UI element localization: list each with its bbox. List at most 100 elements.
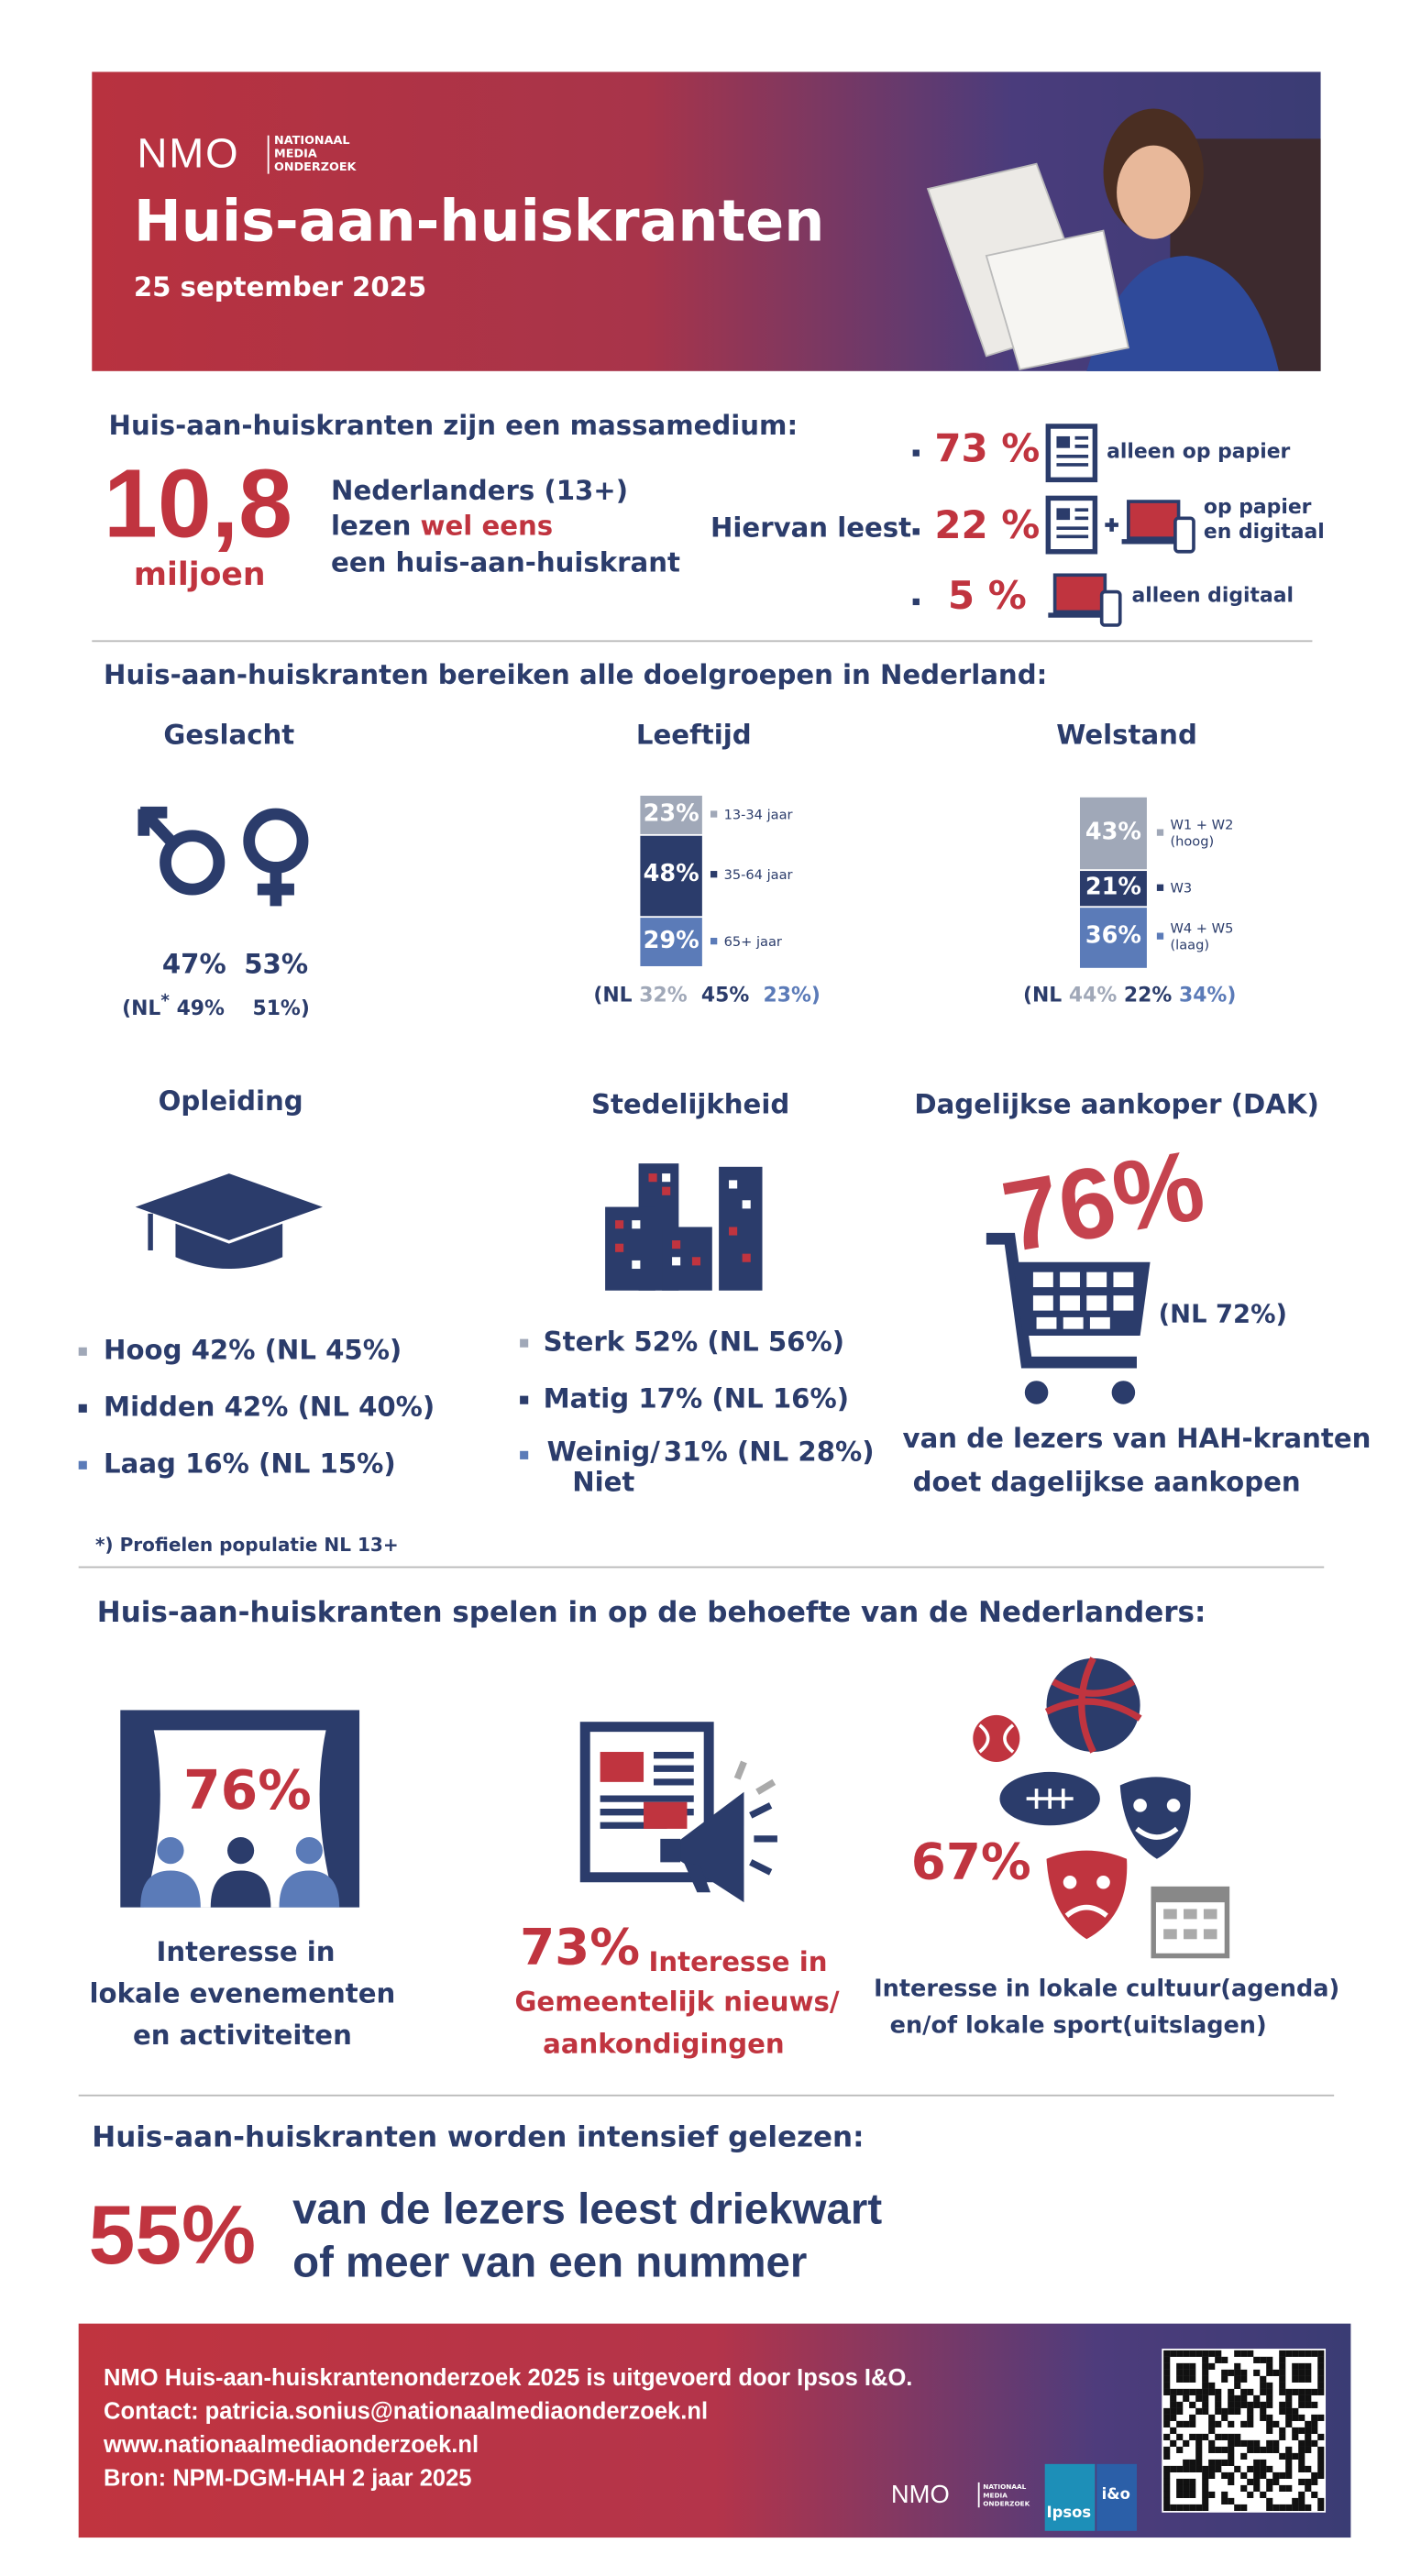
qr-module (1272, 2420, 1280, 2427)
qr-module (1202, 2433, 1209, 2440)
qr-module (1183, 2465, 1190, 2472)
qr-module (1176, 2369, 1184, 2376)
qr-module (1215, 2350, 1222, 2357)
qr-module (1202, 2407, 1209, 2415)
icon-shape (1052, 573, 1107, 614)
qr-module (1240, 2401, 1248, 2408)
qr-module (1234, 2439, 1241, 2447)
icon-shape (973, 1714, 1020, 1762)
qr-module (1272, 2478, 1280, 2485)
icon-shape (1096, 1875, 1110, 1889)
qr-module (1195, 2504, 1203, 2512)
qr-module (1279, 2452, 1286, 2460)
icon-shape (672, 1240, 681, 1249)
news-line: aankondigingen (543, 2027, 785, 2060)
footer-logo: NMO (890, 2481, 950, 2510)
qr-module (1298, 2414, 1305, 2421)
qr-module (1234, 2369, 1241, 2376)
qr-module (1260, 2465, 1267, 2472)
qr-module (1234, 2382, 1241, 2389)
qr-module (1260, 2491, 1267, 2499)
qr-module (1176, 2504, 1184, 2512)
qr-module (1215, 2433, 1222, 2440)
urban-label: Weinig/ Niet (546, 1436, 660, 1498)
legend-swatch (710, 938, 718, 945)
nl-value: 23%) (763, 983, 821, 1007)
icon-shape (662, 1173, 671, 1183)
qr-module (1298, 2369, 1305, 2376)
reach-line: lezen wel eens (331, 510, 553, 542)
header-photo (926, 108, 1321, 371)
qr-module (1279, 2382, 1286, 2389)
segment-label: 43% (1085, 819, 1141, 846)
events-line: Interesse in (156, 1935, 336, 1968)
qr-module (1228, 2446, 1235, 2453)
icon-shape (742, 1200, 751, 1209)
nl-prefix: (NL (1022, 983, 1063, 1007)
reach-unit: miljoen (133, 556, 266, 594)
icon-shape (1032, 1271, 1134, 1329)
qr-module (1260, 2446, 1267, 2453)
stack-segment (640, 795, 702, 834)
icon-shape (677, 1791, 744, 1903)
qr-module (1317, 2504, 1325, 2512)
partner-logo (1044, 2463, 1096, 2531)
qr-module (1266, 2414, 1273, 2421)
qr-module (1285, 2407, 1293, 2415)
qr-module (1253, 2471, 1261, 2479)
qr-module (1298, 2452, 1305, 2460)
qr-module (1305, 2388, 1312, 2395)
bullet (520, 1450, 529, 1459)
qr-module (1298, 2388, 1305, 2395)
qr-module (1253, 2394, 1261, 2402)
icon-shape (140, 1870, 201, 1908)
icon-shape (600, 1752, 694, 1829)
qr-module (1292, 2362, 1299, 2370)
logo-sub: NATIONAAL MEDIA ONDERZOEK (274, 134, 356, 174)
qr-module (1189, 2388, 1196, 2395)
qr-module (1234, 2375, 1241, 2383)
qr-module (1311, 2420, 1318, 2427)
qr-module (1266, 2394, 1273, 2402)
qr-module (1163, 2382, 1171, 2389)
footer-band (78, 2323, 1351, 2538)
qr-module (1195, 2465, 1203, 2472)
qr-module (1292, 2375, 1299, 2383)
qr-module (1298, 2504, 1305, 2512)
qr-module (1285, 2394, 1293, 2402)
bullet (912, 528, 920, 535)
qr-module (1221, 2471, 1228, 2479)
qr-module (1195, 2388, 1203, 2395)
icon-shape (662, 1186, 671, 1195)
qr-module (1292, 2497, 1299, 2505)
icon-shape (1056, 508, 1089, 539)
qr-module (1298, 2375, 1305, 2383)
events-line: lokale evenementen (89, 1977, 396, 2009)
qr-module (1247, 2407, 1254, 2415)
education-item: Laag 16% (NL 15%) (104, 1448, 396, 1480)
icon-shape (683, 1862, 710, 1893)
qr-module (1266, 2420, 1273, 2427)
qr-module (1176, 2375, 1184, 2383)
qr-module (1247, 2439, 1254, 2447)
qr-module (1176, 2446, 1184, 2453)
qr-module (1285, 2420, 1293, 2427)
qr-module (1163, 2491, 1171, 2499)
cap-icon (135, 1173, 323, 1270)
urban-item: Weinig/ Niet 31% (NL 28%) (544, 1437, 875, 1498)
qr-module (1240, 2350, 1248, 2357)
qr-module (1170, 2465, 1177, 2472)
icon-shape (691, 1257, 701, 1266)
bullet (78, 1460, 87, 1470)
qr-module (1317, 2356, 1325, 2363)
urban-label: Matig (543, 1382, 630, 1415)
qr-module (1279, 2356, 1286, 2363)
qr-module (1183, 2459, 1190, 2466)
qr-module (1221, 2356, 1228, 2363)
qr-module (1221, 2459, 1228, 2466)
qr-module (1189, 2369, 1196, 2376)
icon-shape (1032, 1295, 1053, 1311)
qr-module (1170, 2350, 1177, 2357)
icon-shape (729, 1227, 738, 1236)
logo-sub-line: ONDERZOEK (983, 2499, 1030, 2508)
